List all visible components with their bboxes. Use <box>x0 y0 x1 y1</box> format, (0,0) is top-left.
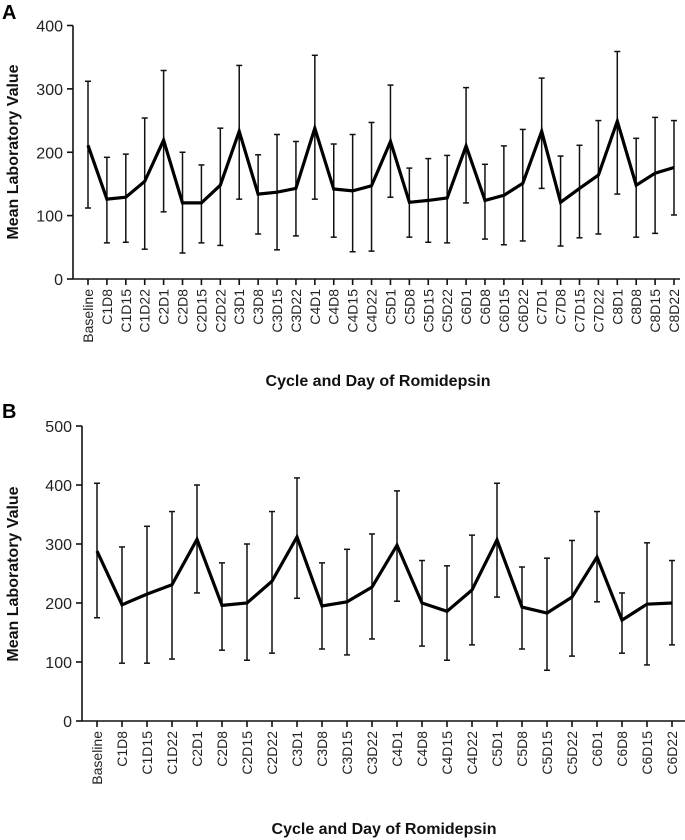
x-tick-label: C1D22 <box>137 289 153 333</box>
x-tick-label: Baseline <box>89 731 105 785</box>
mean-series-line <box>95 533 673 623</box>
x-tick-label: C2D8 <box>175 289 191 325</box>
x-tick-label: C6D15 <box>496 289 512 333</box>
x-tick-label: C7D8 <box>553 289 569 325</box>
x-tick-label: C6D1 <box>458 289 474 325</box>
x-axis-title-a: Cycle and Day of Romidepsin <box>266 373 491 390</box>
x-tick-label: C3D22 <box>364 731 380 775</box>
chart-panel-b: B Mean Laboratory Value Cycle and Day of… <box>2 401 685 838</box>
x-tick-label: C4D22 <box>464 731 480 775</box>
y-tick-label: 100 <box>45 655 72 672</box>
x-tick-label: C4D1 <box>307 289 323 325</box>
x-tick-label: C8D1 <box>609 289 625 325</box>
x-tick-label: C7D1 <box>534 289 550 325</box>
y-tick-label: 200 <box>36 145 63 162</box>
y-axis-title-b: Mean Laboratory Value <box>5 486 22 661</box>
x-tick-label: C6D15 <box>639 731 655 775</box>
y-tick-label: 100 <box>36 209 63 226</box>
x-tick-label: C8D15 <box>647 289 663 333</box>
x-tick-label: Baseline <box>80 289 96 343</box>
x-tick-label: C6D1 <box>589 731 605 767</box>
x-tick-label: C5D1 <box>489 731 505 767</box>
x-axis-title-b: Cycle and Day of Romidepsin <box>272 821 497 838</box>
error-bar <box>633 137 640 238</box>
error-bar <box>595 119 602 235</box>
x-tick-label: C4D15 <box>439 731 455 775</box>
x-tick-label: C8D8 <box>628 289 644 325</box>
y-tick-label: 200 <box>45 596 72 613</box>
error-bar <box>619 592 625 654</box>
x-tick-label: C5D22 <box>439 289 455 333</box>
panel-label-b: B <box>2 401 16 423</box>
x-tick-label: C2D15 <box>239 731 255 775</box>
error-bar <box>141 117 148 250</box>
x-tick-label: C5D1 <box>382 289 398 325</box>
x-tick-label: C6D22 <box>664 731 680 775</box>
y-tick-label: 0 <box>54 272 63 289</box>
x-tick-label: C6D8 <box>614 731 630 767</box>
x-tick-label: C5D15 <box>539 731 555 775</box>
x-tick-label: C2D8 <box>214 731 230 767</box>
error-bar <box>94 482 100 619</box>
x-tick-label: C4D22 <box>364 289 380 333</box>
x-tick-label: C2D1 <box>189 731 205 767</box>
x-tick-label: C4D8 <box>326 289 342 325</box>
x-tick-label: C1D8 <box>114 731 130 767</box>
y-tick-label: 400 <box>45 478 72 495</box>
x-tick-label: C3D15 <box>269 289 285 333</box>
y-tick-label: 300 <box>45 537 72 554</box>
x-tick-label: C3D15 <box>339 731 355 775</box>
y-axis-title-a: Mean Laboratory Value <box>5 64 22 239</box>
x-tick-label: C2D1 <box>156 289 172 325</box>
error-bar <box>444 565 450 661</box>
x-tick-label: C1D15 <box>118 289 134 333</box>
x-tick-label: C4D8 <box>414 731 430 767</box>
y-tick-label: 300 <box>36 82 63 99</box>
x-tick-label: C1D8 <box>99 289 115 325</box>
error-bar <box>349 133 356 253</box>
x-tick-label: C3D8 <box>314 731 330 767</box>
x-tick-label: C4D15 <box>345 289 361 333</box>
x-tick-label: C5D15 <box>420 289 436 333</box>
error-bar <box>576 144 583 239</box>
x-tick-label: C4D1 <box>389 731 405 767</box>
x-tick-label: C1D22 <box>164 731 180 775</box>
panel-label-a: A <box>2 2 16 24</box>
x-tick-label: C7D15 <box>571 289 587 333</box>
x-tick-label: C5D8 <box>401 289 417 325</box>
x-tick-label: C3D1 <box>289 731 305 767</box>
x-tick-label: C3D8 <box>250 289 266 325</box>
x-tick-label: C3D1 <box>231 289 247 325</box>
y-tick-label: 0 <box>63 714 72 731</box>
error-bar <box>669 559 675 646</box>
chart-panel-a: A Mean Laboratory Value Cycle and Day of… <box>2 2 682 390</box>
x-tick-label: C5D8 <box>514 731 530 767</box>
x-tick-label: C3D22 <box>288 289 304 333</box>
x-tick-label: C2D15 <box>193 289 209 333</box>
x-tick-label: C6D8 <box>477 289 493 325</box>
x-tick-label: C2D22 <box>212 289 228 333</box>
error-bar <box>85 80 91 209</box>
y-tick-label: 500 <box>45 419 72 436</box>
error-bar <box>652 116 659 235</box>
x-tick-label: C5D22 <box>564 731 580 775</box>
x-tick-label: C2D22 <box>264 731 280 775</box>
x-tick-label: C6D22 <box>515 289 531 333</box>
x-tick-label: C1D15 <box>139 731 155 775</box>
x-tick-label: C8D22 <box>666 289 682 333</box>
x-tick-label: C7D22 <box>590 289 606 333</box>
y-tick-label: 400 <box>36 19 63 36</box>
mean-series-line <box>86 115 675 205</box>
